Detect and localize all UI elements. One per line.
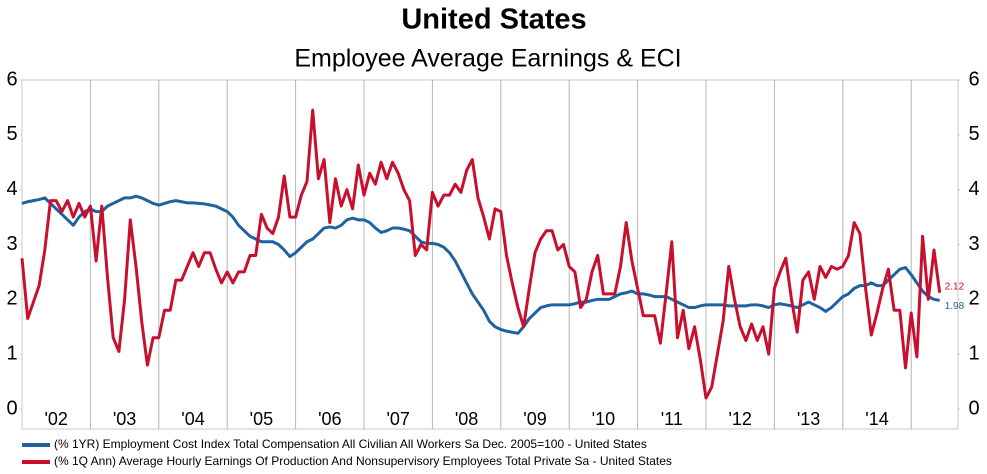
x-tick-label: '12: [728, 409, 751, 429]
y2-tick-label: 2: [968, 288, 979, 310]
end-value-label: 2.12: [945, 281, 965, 292]
series-line: [20, 108, 942, 400]
x-tick-label: '07: [386, 409, 409, 429]
y2-tick-label: 6: [968, 68, 979, 90]
legend-label: (% 1Q Ann) Average Hourly Earnings Of Pr…: [54, 454, 672, 468]
y2-tick-label: 3: [968, 233, 979, 255]
y-tick-label: 6: [6, 68, 17, 90]
x-tick-label: '14: [865, 409, 888, 429]
y2-tick-label: 1: [968, 342, 979, 364]
x-tick-label: '04: [181, 409, 204, 429]
x-tick-label: '02: [44, 409, 67, 429]
plot-frame: [21, 79, 959, 430]
series-line: [21, 194, 940, 335]
y-tick-label: 0: [6, 397, 17, 419]
x-tick-label: '09: [523, 409, 546, 429]
x-tick-label: '10: [592, 409, 615, 429]
y-tick-label: 5: [6, 123, 17, 145]
x-tick-label: '08: [455, 409, 478, 429]
y-tick-label: 1: [6, 342, 17, 364]
end-value-label: 1.98: [945, 301, 965, 312]
y2-tick-label: 0: [968, 397, 979, 419]
x-tick-label: '13: [797, 409, 820, 429]
y-tick-label: 4: [6, 178, 17, 200]
y2-tick-label: 4: [968, 178, 979, 200]
legend-label: (% 1YR) Employment Cost Index Total Comp…: [54, 437, 647, 451]
y-tick-label: 3: [6, 233, 17, 255]
chart-subtitle: Employee Average Earnings & ECI: [294, 45, 681, 73]
y2-tick-label: 5: [968, 123, 979, 145]
y-tick-label: 2: [6, 288, 17, 310]
x-tick-label: '06: [318, 409, 341, 429]
chart-title: United States: [401, 4, 586, 36]
x-tick-label: '03: [113, 409, 136, 429]
x-tick-label: '05: [250, 409, 273, 429]
x-tick-label: '11: [661, 409, 683, 429]
